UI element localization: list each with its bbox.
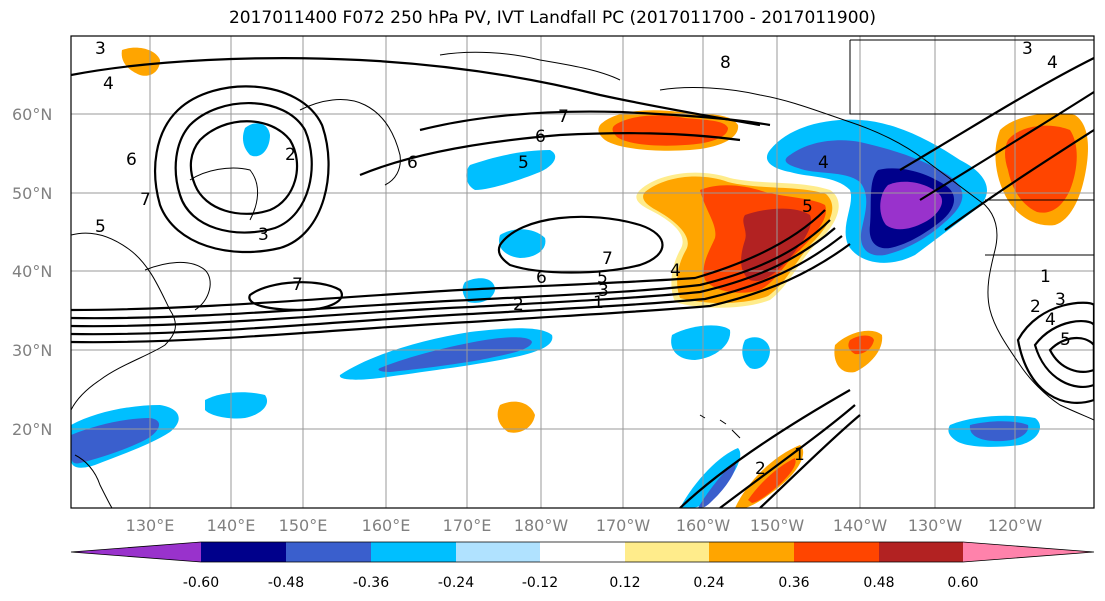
colorbar-tick-label: -0.24 [438,575,474,591]
lat-label: 30°N [12,341,52,360]
lat-label: 60°N [12,105,52,124]
contour-label: 4 [1047,53,1058,73]
map-title: 2017011400 F072 250 hPa PV, IVT Landfall… [228,8,876,28]
lon-label: 150°E [279,516,328,535]
contour-label: 5 [1060,330,1071,350]
colorbar-segment [456,542,540,562]
contour-label: 6 [407,153,418,173]
colorbar-segment [371,542,456,562]
map-frame [70,35,1095,509]
contour-label: 2 [513,295,524,315]
lon-label: 130°W [908,516,963,535]
latitude-labels: 60°N 50°N 40°N 30°N 20°N [12,105,52,439]
contour-label: 6 [536,268,547,288]
colorbar-segment [540,542,625,562]
contour-label: 3 [95,39,106,59]
colorbar-extend-max [963,542,1094,562]
colorbar-tick-label: -0.48 [268,575,304,591]
contour-labels: 3 4 5 6 7 2 3 5 6 7 4 5 7 6 5 4 3 2 1 2 … [95,39,1071,479]
contour-label: 2 [1030,297,1041,317]
contour-label: 2 [755,459,766,479]
coastlines [71,39,1094,508]
colorbar-tick-label: 0.48 [863,575,894,591]
longitude-labels: 130°E 140°E 150°E 160°E 170°E 180°W 170°… [126,516,1043,535]
lon-label: 120°W [988,516,1043,535]
colorbar-tick-label: 0.24 [693,575,724,591]
contour-label: 1 [794,445,805,465]
contour-label: 1 [593,293,604,313]
contour-label: 7 [140,190,151,210]
contour-label: 4 [818,153,829,173]
colorbar-extend-min [71,542,201,562]
colorbar-tick-label: 0.60 [947,575,978,591]
colorbar-segment [625,542,709,562]
lon-label: 140°E [207,516,256,535]
contour-label: 3 [1022,39,1033,59]
contour-label: 1 [1040,267,1051,287]
contour-label: 3 [598,281,609,301]
contour-label: 5 [518,153,529,173]
lon-label: 160°E [362,516,411,535]
contour-label: 5 [95,217,106,237]
contour-label: 6 [535,127,546,147]
contour-label: 7 [602,249,613,269]
colorbar-tick-label: 0.36 [778,575,809,591]
contour-label: 2 [285,145,296,165]
colorbar-segment [286,542,371,562]
colorbar-segment [201,542,286,562]
colorbar-tick-label: -0.36 [353,575,389,591]
contour-label: 3 [1055,290,1066,310]
lat-label: 20°N [12,420,52,439]
colorbar-tick-label: -0.60 [183,575,219,591]
contour-label: 8 [720,53,731,73]
colorbar-tick-label: 0.12 [609,575,640,591]
contour-label: 4 [670,261,681,281]
contour-label: 7 [558,107,569,127]
contour-label: 3 [258,225,269,245]
colorbar-segment [879,542,963,562]
lon-label: 140°W [833,516,888,535]
lat-label: 40°N [12,262,52,281]
lon-label: 150°W [750,516,805,535]
lon-label: 170°W [596,516,651,535]
lon-label: 160°W [676,516,731,535]
colorbar-tick-labels: -0.60 -0.48 -0.36 -0.24 -0.12 0.12 0.24 … [183,575,979,591]
contour-label: 5 [597,268,608,288]
colorbar [70,541,1095,563]
colorbar-tick-label: -0.12 [522,575,558,591]
contour-label: 5 [802,197,813,217]
lon-label: 170°E [443,516,492,535]
lon-label: 180°W [514,516,569,535]
lat-label: 50°N [12,184,52,203]
colorbar-segment [709,542,794,562]
contour-label: 4 [103,74,114,94]
colorbar-segment [794,542,879,562]
contour-label: 6 [126,150,137,170]
pv-contours [71,57,1094,508]
lon-label: 130°E [126,516,175,535]
contour-label: 4 [1045,310,1056,330]
contour-label: 7 [292,275,303,295]
